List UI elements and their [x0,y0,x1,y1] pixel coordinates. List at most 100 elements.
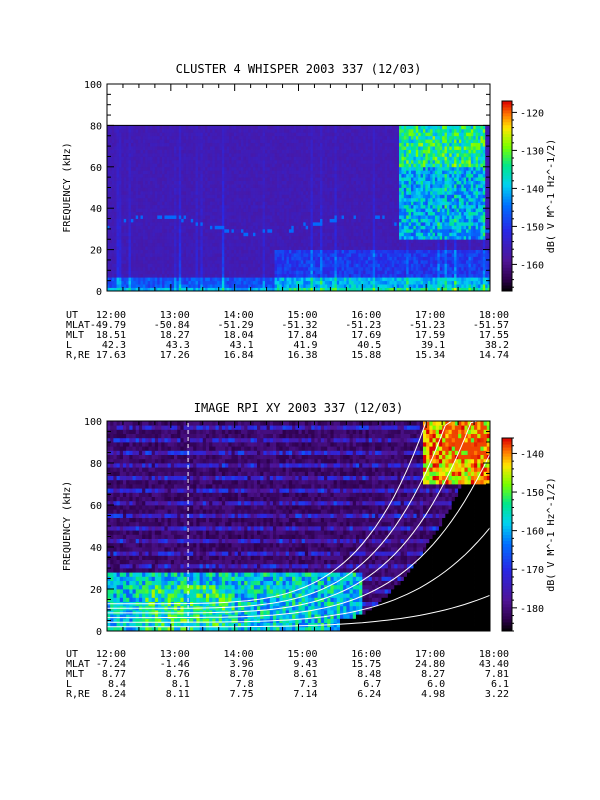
ephemeris-value: 18.04 [224,330,254,341]
colorbar-swatch [502,255,512,259]
colorbar-swatch [502,504,512,508]
colorbar-swatch [502,169,512,173]
colorbar-swatch [502,237,512,242]
ephemeris-value: -51.57 [473,320,509,331]
colorbar-swatch [502,450,512,454]
colorbar-swatch [502,513,512,517]
y-tick-label: 40 [90,543,102,554]
colorbar-swatch [502,154,512,158]
ephemeris-value: 8.24 [102,689,126,700]
ephemeris-value: 6.24 [357,689,381,700]
colorbar-swatch [502,228,512,233]
ephemeris-value: 16:00 [351,649,381,660]
colorbar-swatch [502,567,512,572]
colorbar-swatch [502,558,512,563]
ephemeris-label: MLAT [66,320,90,331]
colorbar-swatch [502,597,512,602]
colorbar-swatch [502,591,512,596]
ephemeris-value: -51.23 [345,320,381,331]
colorbar-swatch [502,471,512,475]
colorbar-swatch [502,181,512,185]
colorbar-swatch [502,288,512,292]
ephemeris-label: L [66,340,72,351]
colorbar-swatch [502,222,512,227]
colorbar-swatch [502,489,512,493]
ephemeris-value: -51.32 [281,320,317,331]
colorbar-swatch [502,552,512,557]
colorbar-swatch [502,112,512,117]
colorbar-swatch [502,603,512,608]
colorbar-swatch [502,549,512,554]
colorbar-swatch [502,198,512,203]
ephemeris-label: MLT [66,330,84,341]
spectrogram-image [107,125,491,292]
colorbar-swatch [502,106,512,111]
colorbar-swatch [502,561,512,566]
model-curve [107,453,491,619]
ephemeris-label: R,RE [66,689,90,700]
ephemeris-value: 16.38 [287,350,317,361]
y-axis: 0 20 40 60 80 100 FREQUENCY (kHz) [62,417,490,638]
ephemeris-value: 17.59 [415,330,445,341]
ephemeris-value: 18:00 [479,649,509,660]
colorbar-swatch [502,543,512,548]
colorbar-swatch [502,534,512,539]
ephemeris-value: 40.5 [357,340,381,351]
colorbar-swatch [502,213,512,218]
ephemeris-table: UT 12:00 13:00 14:00 15:00 16:00 17:00 18:00 MLA… [66,649,509,700]
y-tick-label: 0 [96,287,102,298]
colorbar-swatch [502,151,512,155]
ephemeris-value: 38.2 [485,340,509,351]
ephemeris-value: 43.1 [230,340,254,351]
ephemeris-value: 17:00 [415,310,445,321]
colorbar-swatch [502,570,512,575]
colorbar-swatch [502,600,512,605]
colorbar-swatch [502,207,512,212]
ephemeris-value: 16:00 [351,310,381,321]
ephemeris-label: MLT [66,669,84,680]
ephemeris-value: 17.69 [351,330,381,341]
panel-2: 0 20 40 60 80 100 FREQUENCY (kHz) IMAGE RPI XY … [62,401,557,700]
colorbar-swatch [502,624,512,629]
colorbar-swatch [502,261,512,265]
ephemeris-value: 15.88 [351,350,381,361]
colorbar-swatch [502,243,512,247]
ephemeris-value: 17.63 [96,350,126,361]
ephemeris-value: 17.84 [287,330,317,341]
ephemeris-value: 42.3 [102,340,126,351]
ephemeris-value: 8.70 [230,669,254,680]
ephemeris-value: -49.79 [90,320,126,331]
y-tick-label: 60 [90,501,102,512]
ephemeris-value: 12:00 [96,310,126,321]
ephemeris-label: L [66,679,72,690]
colorbar-swatch [502,166,512,170]
colorbar-swatch [502,175,512,179]
model-curve [107,420,490,609]
ephemeris-value: 7.14 [293,689,317,700]
colorbar-swatch [502,447,512,451]
colorbar-tick-label: -130 [520,146,544,157]
y-tick-label: 60 [90,163,102,174]
colorbar-swatch [502,252,512,256]
colorbar-swatch [502,139,512,144]
ephemeris-value: 6.7 [363,679,381,690]
colorbar-swatch [502,627,512,632]
colorbar-swatch [502,282,512,286]
colorbar-swatch [502,249,512,253]
colorbar-swatch [502,510,512,514]
colorbar-swatch [502,444,512,448]
model-curve [107,420,490,614]
y-axis-label: FREQUENCY (kHz) [62,142,73,232]
ephemeris-value: 41.9 [293,340,317,351]
y-tick-label: 20 [90,585,102,596]
colorbar-swatch [502,148,512,152]
chart-title: IMAGE RPI XY 2003 337 (12/03) [194,401,404,415]
ephemeris-value: 7.8 [236,679,254,690]
colorbar-swatch [502,172,512,176]
colorbar-swatch [502,555,512,560]
ephemeris-value: 8.27 [421,669,445,680]
colorbar-swatch [502,525,512,529]
ephemeris-value: 13:00 [160,310,190,321]
colorbar-swatch [502,522,512,526]
